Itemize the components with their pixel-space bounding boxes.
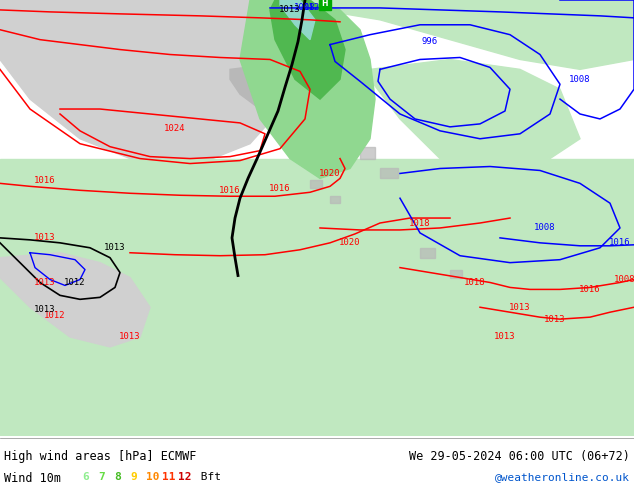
Text: 1016: 1016 xyxy=(34,176,56,185)
Text: 1013: 1013 xyxy=(34,233,56,243)
Text: 1013: 1013 xyxy=(544,315,566,324)
Text: 1012: 1012 xyxy=(44,311,66,319)
Text: Bft: Bft xyxy=(194,472,221,482)
Text: 1016: 1016 xyxy=(609,238,631,247)
Polygon shape xyxy=(510,0,634,49)
Text: 1013: 1013 xyxy=(104,243,126,252)
Polygon shape xyxy=(230,64,290,109)
Text: Wind 10m: Wind 10m xyxy=(4,472,61,485)
Text: 1013: 1013 xyxy=(34,278,56,287)
Text: 1008: 1008 xyxy=(569,75,591,84)
Text: 1013: 1013 xyxy=(509,303,531,312)
Text: 1013: 1013 xyxy=(279,5,301,14)
Polygon shape xyxy=(380,169,398,178)
Text: 1018: 1018 xyxy=(464,278,486,287)
Text: 1013: 1013 xyxy=(119,333,141,342)
Text: 1013: 1013 xyxy=(495,333,515,342)
Polygon shape xyxy=(330,196,340,203)
Text: 1016: 1016 xyxy=(269,184,291,193)
Polygon shape xyxy=(310,180,322,188)
Text: 1020: 1020 xyxy=(339,238,361,247)
Polygon shape xyxy=(420,248,435,258)
Polygon shape xyxy=(280,0,315,40)
Text: 112: 112 xyxy=(304,3,320,12)
Text: 11: 11 xyxy=(162,472,176,482)
Polygon shape xyxy=(0,0,300,159)
Text: 996: 996 xyxy=(422,37,438,46)
Text: 1016: 1016 xyxy=(579,285,601,294)
Text: 10: 10 xyxy=(146,472,160,482)
Text: 12: 12 xyxy=(178,472,191,482)
Polygon shape xyxy=(0,159,634,436)
Text: 6: 6 xyxy=(82,472,89,482)
Text: 1008: 1008 xyxy=(294,3,316,12)
Text: High wind areas [hPa] ECMWF: High wind areas [hPa] ECMWF xyxy=(4,450,197,463)
Polygon shape xyxy=(0,0,310,164)
Polygon shape xyxy=(370,59,580,169)
Text: 7: 7 xyxy=(98,472,105,482)
Text: 1016: 1016 xyxy=(219,186,241,195)
Text: 8: 8 xyxy=(114,472,120,482)
Polygon shape xyxy=(360,147,375,159)
Text: 1008: 1008 xyxy=(534,223,556,232)
Text: 1020: 1020 xyxy=(320,169,340,178)
Polygon shape xyxy=(340,124,360,139)
Text: 1018: 1018 xyxy=(410,219,430,227)
Text: @weatheronline.co.uk: @weatheronline.co.uk xyxy=(495,472,630,482)
Text: 9: 9 xyxy=(130,472,137,482)
Text: We 29-05-2024 06:00 UTC (06+72): We 29-05-2024 06:00 UTC (06+72) xyxy=(409,450,630,463)
Polygon shape xyxy=(310,0,634,70)
Polygon shape xyxy=(450,270,462,277)
Text: 1024: 1024 xyxy=(164,124,186,133)
Polygon shape xyxy=(270,0,345,99)
Text: 1008: 1008 xyxy=(614,275,634,284)
Text: 1012: 1012 xyxy=(64,278,86,287)
Text: H: H xyxy=(321,0,328,8)
Polygon shape xyxy=(0,253,150,347)
Polygon shape xyxy=(240,0,375,178)
Text: 1013: 1013 xyxy=(34,305,56,314)
